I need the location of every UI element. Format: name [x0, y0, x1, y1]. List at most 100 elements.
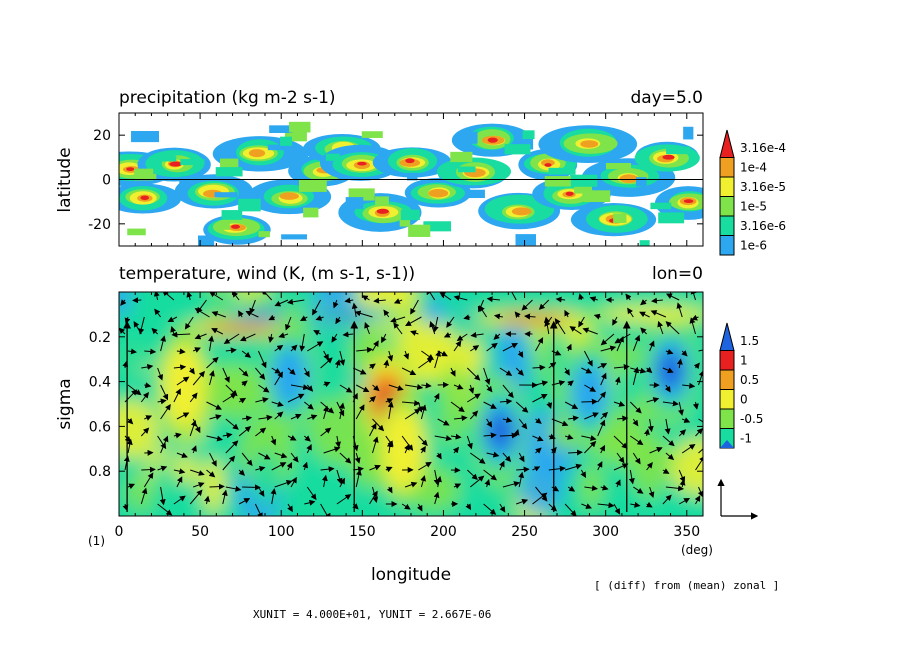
temp-cell: [149, 460, 179, 516]
wind-arrow: [189, 489, 203, 505]
wind-arrow: [209, 414, 222, 420]
wind-arrow: [698, 448, 703, 454]
wind-arrow: [629, 401, 642, 414]
precip-patch: [281, 234, 307, 240]
wind-arrow: [662, 400, 679, 407]
wind-arrow: [499, 503, 506, 513]
temp-cell: [422, 297, 446, 326]
wind-arrow: [287, 367, 296, 376]
precip-blob: [372, 147, 452, 178]
x-tick-label: 50: [191, 524, 209, 540]
x-tick-label: 0: [115, 524, 124, 540]
wind-arrow: [286, 462, 293, 471]
wind-arrow: [469, 410, 479, 420]
wind-arrow: [416, 503, 423, 512]
wind-arrow: [564, 463, 583, 471]
wind-arrow: [188, 367, 195, 375]
wind-arrow: [355, 404, 365, 420]
wind-arrow: [639, 311, 650, 318]
reference-vector: [717, 478, 759, 520]
wind-arrow: [665, 452, 675, 461]
wind-arrow: [238, 367, 249, 377]
deg-unit: (deg): [681, 543, 713, 557]
wind-arrow: [532, 492, 548, 505]
precip-blob: [478, 192, 561, 230]
wind-arrow: [167, 316, 178, 323]
temp-anomaly: [317, 311, 375, 318]
precip-patch: [613, 213, 627, 223]
wind-arrow: [126, 417, 134, 425]
wind-arrow: [304, 499, 316, 506]
wind-arrow: [258, 414, 273, 421]
wind-arrow: [290, 384, 310, 391]
wind-arrow: [515, 401, 529, 413]
wind-arrow: [320, 357, 333, 369]
wind-arrow: [287, 393, 305, 403]
wind-arrow: [486, 451, 500, 458]
wind-arrow: [372, 340, 379, 352]
wind-arrow: [306, 384, 314, 392]
wind-arrow: [463, 314, 471, 321]
wind-arrow: [418, 357, 434, 369]
wind-arrow: [209, 483, 225, 490]
x-tick-label: 250: [511, 524, 538, 540]
wind-arrow: [404, 443, 410, 454]
wind-arrow: [648, 340, 655, 352]
wind-arrow: [597, 391, 606, 403]
wind-arrow: [584, 440, 597, 454]
wind-arrow: [401, 435, 414, 451]
wind-arrow: [315, 315, 324, 321]
wind-arrow: [486, 418, 493, 428]
temp-anomaly: [380, 405, 425, 492]
wind-arrow: [483, 432, 497, 439]
precip-patch: [467, 189, 485, 199]
y-tick-label: 0.8: [89, 464, 111, 480]
wind-arrow: [543, 316, 550, 335]
wind-arrow: [484, 478, 491, 488]
wind-arrow: [593, 313, 601, 320]
diff-note: [ (diff) from (mean) zonal ]: [594, 579, 779, 592]
x-tick-label: 350: [673, 524, 700, 540]
wind-arrow: [429, 320, 436, 335]
wind-arrow: [678, 401, 684, 416]
wind-arrow: [369, 464, 381, 471]
wind-arrow: [695, 428, 703, 437]
wind-arrow: [581, 398, 598, 405]
wind-arrow: [632, 334, 641, 352]
temp-shading: [119, 292, 703, 516]
wind-arrow: [538, 299, 550, 310]
wind-arrow: [589, 296, 598, 303]
wind-arrow: [255, 397, 269, 403]
wind-arrow: [339, 350, 346, 366]
wind-arrow: [468, 384, 475, 394]
wind-arrow: [403, 350, 410, 360]
precip-patch: [548, 167, 576, 175]
wind-arrow: [222, 367, 230, 383]
wind-arrow: [268, 333, 274, 343]
wind-arrow: [307, 414, 318, 421]
wind-arrow: [452, 446, 460, 454]
temp-axes: 0 50 100 150 200 250 300 350 0.2 0.4 0.6 0.8: [89, 292, 704, 540]
x-tick-label: 100: [268, 524, 295, 540]
wind-arrow: [693, 362, 700, 370]
wind-arrow: [450, 433, 462, 440]
colorbar-cell: [719, 235, 735, 256]
wind-arrow: [192, 347, 201, 353]
wind-arrow: [143, 472, 154, 488]
wind-arrow: [486, 342, 498, 352]
wind-arrow: [364, 322, 370, 335]
wind-arrow: [386, 440, 393, 454]
wind-arrow: [386, 486, 393, 494]
wind-arrow: [176, 348, 186, 355]
wind-arrow: [516, 498, 529, 505]
wind-arrow: [140, 487, 148, 505]
wind-arrow: [274, 452, 288, 459]
precip-patch: [375, 196, 389, 206]
wind-arrow: [238, 498, 251, 505]
wind-arrow: [676, 358, 683, 369]
wind-arrow: [597, 363, 608, 369]
wind-arrow: [232, 292, 240, 301]
wind-arrow: [401, 367, 417, 376]
wind-arrow: [191, 445, 197, 454]
wind-arrow: [502, 452, 512, 463]
